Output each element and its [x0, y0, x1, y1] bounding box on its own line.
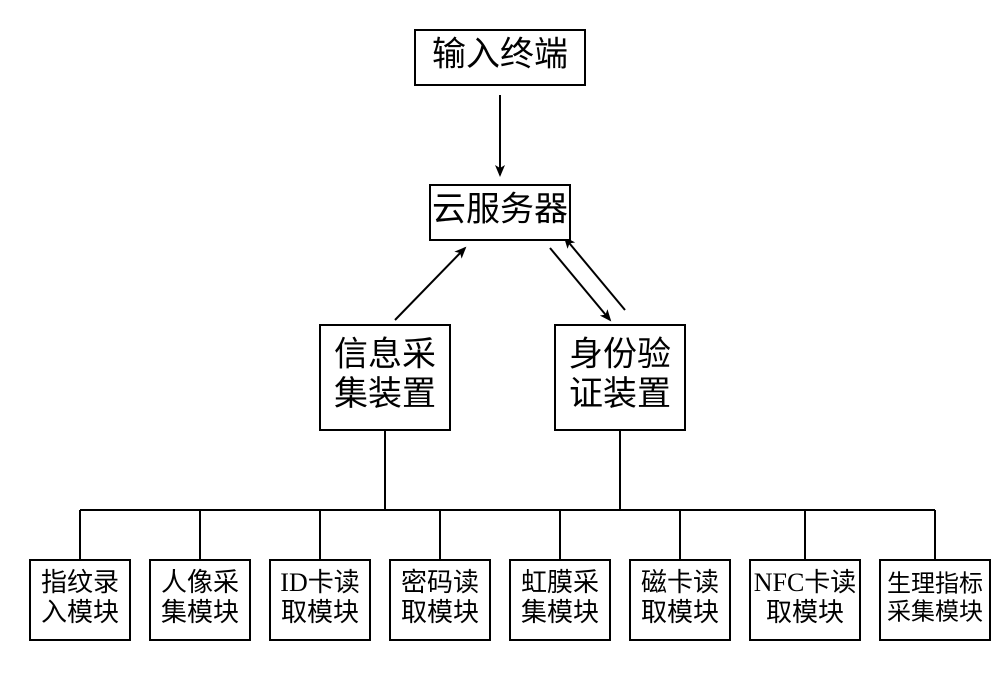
node-input_terminal: 输入终端 — [415, 30, 585, 85]
connector-layer — [80, 95, 935, 560]
node-leaf2-label-line-1: 集模块 — [161, 598, 239, 627]
node-leaf1-label-line-1: 入模块 — [41, 598, 119, 627]
node-info_collect: 信息采集装置 — [320, 325, 450, 430]
arrow-info_to_cloud — [395, 248, 465, 320]
node-leaf2-label-line-0: 人像采 — [161, 568, 239, 597]
node-leaf7: NFC卡读取模块 — [750, 560, 860, 640]
node-leaf6-label-line-1: 取模块 — [641, 598, 719, 627]
node-leaf5-label-line-0: 虹膜采 — [521, 568, 599, 597]
node-leaf7-label-line-1: 取模块 — [766, 598, 844, 627]
node-identity_verify: 身份验证装置 — [555, 325, 685, 430]
node-leaf7-label-line-0: NFC卡读 — [754, 568, 857, 597]
system-diagram: 输入终端云服务器信息采集装置身份验证装置指纹录入模块人像采集模块ID卡读取模块密… — [0, 0, 1000, 685]
node-leaf3: ID卡读取模块 — [270, 560, 370, 640]
node-leaf6: 磁卡读取模块 — [630, 560, 730, 640]
node-identity_verify-label-line-1: 证装置 — [569, 375, 671, 413]
node-leaf6-label-line-0: 磁卡读 — [641, 568, 719, 597]
node-leaf2: 人像采集模块 — [150, 560, 250, 640]
node-leaf1: 指纹录入模块 — [30, 560, 130, 640]
node-leaf4-label-line-0: 密码读 — [401, 568, 479, 597]
node-leaf8-label-line-1: 采集模块 — [887, 598, 983, 625]
node-leaf8: 生理指标采集模块 — [880, 560, 990, 640]
node-leaf8-label-line-0: 生理指标 — [887, 571, 983, 598]
node-info_collect-label-line-0: 信息采 — [334, 336, 436, 374]
node-leaf5: 虹膜采集模块 — [510, 560, 610, 640]
node-identity_verify-label-line-0: 身份验 — [569, 336, 671, 374]
node-leaf1-label-line-0: 指纹录 — [41, 568, 119, 597]
node-leaf3-label-line-0: ID卡读 — [280, 568, 359, 597]
node-input_terminal-label-line-0: 输入终端 — [432, 35, 568, 73]
node-leaf4: 密码读取模块 — [390, 560, 490, 640]
node-cloud_server: 云服务器 — [430, 185, 570, 240]
node-leaf5-label-line-1: 集模块 — [521, 598, 599, 627]
node-leaf3-label-line-1: 取模块 — [281, 598, 359, 627]
node-info_collect-label-line-1: 集装置 — [334, 375, 436, 413]
node-cloud_server-label-line-0: 云服务器 — [432, 190, 568, 228]
node-leaf4-label-line-1: 取模块 — [401, 598, 479, 627]
arrow-cloud_to_identity_down — [550, 248, 610, 320]
arrow-identity_to_cloud_up — [565, 238, 625, 310]
node-layer: 输入终端云服务器信息采集装置身份验证装置指纹录入模块人像采集模块ID卡读取模块密… — [30, 30, 990, 640]
